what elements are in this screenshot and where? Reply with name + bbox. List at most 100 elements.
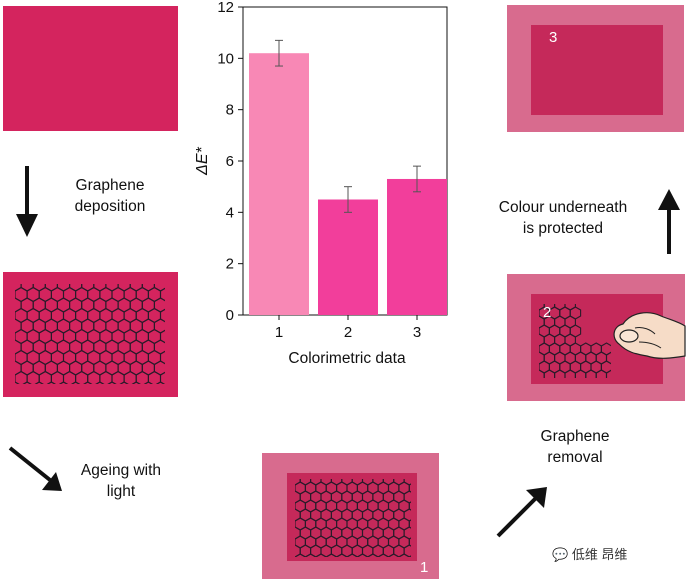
hexagon-cell xyxy=(367,553,379,557)
caption-graphene-removal: Graphene removal xyxy=(540,428,610,466)
hexagon-cell xyxy=(71,381,81,384)
sample-3-panel: 3 xyxy=(507,5,684,132)
hexagon-cell xyxy=(398,553,410,557)
hexagon-cell xyxy=(58,381,69,384)
hexagon-cell xyxy=(135,370,149,384)
hexagon-cell xyxy=(372,479,384,486)
hand-icon xyxy=(613,312,686,359)
hexagon-cell xyxy=(81,284,95,292)
hexagon-cell xyxy=(20,284,34,292)
fabric-with-graphene xyxy=(3,272,178,397)
hexagon-cell xyxy=(83,381,93,384)
hexagon-cell xyxy=(147,370,162,384)
arrow-down-right-icon xyxy=(8,446,62,491)
hexagon-cell xyxy=(44,284,58,292)
hexagon-cell xyxy=(320,479,332,486)
hexagon-cell xyxy=(341,479,353,486)
hexagon-cell xyxy=(382,479,395,486)
bar xyxy=(249,53,309,315)
hexagon-cell xyxy=(346,553,358,557)
caption-ageing-with-light: Ageing with light xyxy=(80,462,162,500)
hexagon-cell xyxy=(75,370,89,384)
hexagon-cell xyxy=(119,381,129,384)
watermark-text: 低维 昂维 xyxy=(571,547,628,562)
hexagon-cell xyxy=(111,370,125,384)
hexagon-cell xyxy=(304,553,317,557)
hexagon-cell xyxy=(408,555,411,557)
hexagon-cell xyxy=(22,381,32,384)
y-tick-label: 2 xyxy=(226,256,234,273)
hexagon-cell xyxy=(351,479,364,486)
hexagon-cell xyxy=(539,369,545,378)
hexagon-cell xyxy=(46,381,56,384)
hexagon-cell xyxy=(123,370,137,384)
hexagon-cell xyxy=(50,370,65,384)
hexagon-cell xyxy=(131,381,141,384)
hexagon-cell xyxy=(62,370,77,384)
graphene-lattice-icon xyxy=(15,284,165,384)
sample-number-3: 3 xyxy=(549,29,558,46)
sample-1-inner xyxy=(287,473,417,561)
hexagon-cell xyxy=(129,284,143,292)
hexagon-cell xyxy=(26,370,40,384)
hexagon-cell xyxy=(143,381,153,384)
hexagon-cell xyxy=(564,369,576,378)
x-tick-label: 3 xyxy=(413,324,421,341)
hexagon-cell xyxy=(107,381,117,384)
hexagon-cell xyxy=(295,553,306,557)
hexagon-cell xyxy=(87,370,101,384)
hexagon-cell xyxy=(574,369,587,378)
arrow-up-right-icon xyxy=(496,487,547,538)
caption-graphene-deposition: Graphene deposition xyxy=(74,177,146,215)
hexagon-cell xyxy=(93,284,107,292)
sample-3-inner xyxy=(531,25,663,115)
hexagon-cell xyxy=(117,284,131,292)
hexagon-cell xyxy=(299,479,312,486)
hexagon-cell xyxy=(141,284,155,292)
hexagon-cell xyxy=(564,304,576,311)
bar xyxy=(318,199,378,315)
y-tick-label: 10 xyxy=(217,50,234,67)
hexagon-cell xyxy=(336,553,348,557)
y-axis-label: ΔE* xyxy=(194,146,211,175)
y-tick-label: 12 xyxy=(217,0,234,16)
graphene-lattice-icon xyxy=(539,304,611,378)
bar xyxy=(387,178,447,315)
caption-colour-protected: Colour underneath is protected xyxy=(498,199,628,237)
hexagon-cell xyxy=(361,479,374,486)
hexagon-cell xyxy=(155,381,165,384)
y-tick-label: 6 xyxy=(226,153,234,170)
sample-number-1: 1 xyxy=(420,559,429,576)
hexagon-cell xyxy=(554,369,566,378)
hexagon-cell xyxy=(585,369,597,378)
hexagon-cell xyxy=(377,553,390,557)
chat-bubbles-icon: 💬 xyxy=(552,547,569,562)
hexagon-cell xyxy=(595,369,608,378)
hexagon-cell xyxy=(315,553,327,557)
x-tick-label: 1 xyxy=(275,324,283,341)
sample-2-inner xyxy=(531,294,663,384)
hexagon-cell xyxy=(393,479,405,486)
x-axis-label: Colorimetric data xyxy=(288,350,406,367)
hexagon-cell xyxy=(356,553,369,557)
y-tick-label: 0 xyxy=(226,307,234,324)
sample-1-panel: 1 xyxy=(262,453,439,579)
hexagon-cell xyxy=(56,284,71,292)
hexagon-cell xyxy=(554,304,566,311)
hexagon-cell xyxy=(15,381,20,384)
fabric-sample-initial xyxy=(3,6,178,131)
hexagon-cell xyxy=(543,369,556,378)
hexagon-cell xyxy=(387,553,400,557)
x-tick-label: 2 xyxy=(344,324,352,341)
sample-2-panel: 2 xyxy=(507,274,686,401)
hexagon-cell xyxy=(32,284,46,292)
arrow-down-icon xyxy=(16,166,38,237)
hexagon-cell xyxy=(310,479,322,486)
hexagon-cell xyxy=(15,370,28,384)
hexagon-cell xyxy=(105,284,119,292)
y-tick-label: 8 xyxy=(226,102,234,119)
hexagon-cell xyxy=(34,381,44,384)
arrow-up-icon xyxy=(658,189,680,254)
hexagon-cell xyxy=(95,381,105,384)
